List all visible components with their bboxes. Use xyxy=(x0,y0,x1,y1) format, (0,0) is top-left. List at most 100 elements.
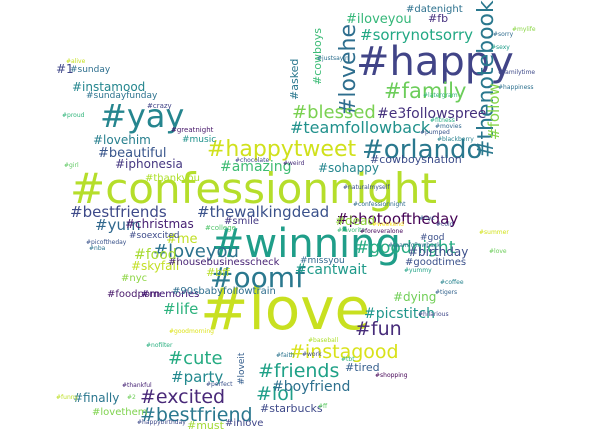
hashtag-word: #nofilter xyxy=(146,342,173,349)
hashtag-word: #fb xyxy=(428,12,449,25)
hashtag-word: #oomf xyxy=(210,261,305,294)
hashtag-word: #love xyxy=(200,275,371,343)
hashtag-word: #photooftheday xyxy=(336,210,459,228)
hashtag-word: #funny xyxy=(56,394,79,401)
hashtag-word: #tbt xyxy=(341,356,355,363)
hashtag-word: #soexcited xyxy=(129,231,180,241)
hashtag-word: #confessionnight xyxy=(70,164,438,213)
hashtag-word: #work xyxy=(302,351,322,358)
hashtag-word: #weekend xyxy=(372,221,404,228)
hashtag-word: #greatnight xyxy=(171,126,214,134)
hashtag-word: #party xyxy=(171,368,224,386)
hashtag-word-vertical: #follow xyxy=(485,83,503,140)
hashtag-word: #beautiful xyxy=(98,146,167,161)
hashtag-word: #me xyxy=(166,232,198,247)
hashtag-word: #favorite xyxy=(337,227,366,234)
hashtag-word: #dead xyxy=(335,214,376,228)
hashtag-word: #birthday xyxy=(408,245,469,259)
hashtag-word: #cowboysnation xyxy=(370,153,462,166)
hashtag-word: #naturalmyself xyxy=(343,184,390,191)
hashtag-word: #picstitch xyxy=(364,306,435,322)
hashtag-word: #housebusinesscheck xyxy=(168,257,280,268)
hashtag-word: #happytweet xyxy=(207,137,357,162)
hashtag-word: #yay xyxy=(100,97,185,135)
hashtag-word: #lol xyxy=(256,383,295,405)
hashtag-word: #thewalkingdead xyxy=(197,203,330,221)
hashtag-word: #dying xyxy=(393,290,437,304)
hashtag-word: #christmas xyxy=(125,217,194,231)
hashtag-word: #boyfriend xyxy=(272,379,351,395)
hashtag-word: #excited xyxy=(140,386,226,408)
hashtag-word: #family xyxy=(384,79,467,103)
hashtag-word: #sexy xyxy=(491,44,510,51)
hashtag-word: #shopping xyxy=(375,372,408,379)
hashtag-word: #ff xyxy=(318,403,328,410)
hashtag-word: #2 xyxy=(127,394,136,401)
hashtag-word: #confessionnight xyxy=(353,201,406,208)
hashtag-word: #iphonesia xyxy=(115,157,183,171)
hashtag-word: #perfect xyxy=(206,381,233,388)
hashtag-word: #instamood xyxy=(72,80,146,94)
hashtag-word: #nyc xyxy=(419,215,435,222)
hashtag-word: #loveyou xyxy=(153,241,239,262)
hashtag-word: #sundayfunday xyxy=(86,91,158,101)
hashtag-word: #nyc xyxy=(121,273,148,284)
hashtag-word: #foodporn xyxy=(107,289,161,300)
hashtag-word: #instagood xyxy=(289,341,399,363)
hashtag-word: #chocolate xyxy=(235,157,270,164)
hashtag-word: #bestfriends xyxy=(70,203,167,221)
hashtag-word: #goodmorning xyxy=(169,328,214,335)
hashtag-word: #finally xyxy=(73,391,120,405)
hashtag-word: #alive xyxy=(66,58,86,65)
hashtag-word: #smile xyxy=(224,216,260,227)
hashtag-word: #pumped xyxy=(420,129,450,136)
hashtag-word: #summer xyxy=(479,229,509,236)
hashtag-word: #winning xyxy=(211,221,401,267)
hashtag-word: #memories xyxy=(141,289,200,300)
hashtag-word: #yum xyxy=(95,216,141,234)
hashtag-word: #tigers xyxy=(435,289,458,296)
hashtag-word: #life xyxy=(163,300,199,318)
hashtag-word: #justsayin xyxy=(317,55,349,62)
hashtag-word: #god xyxy=(420,233,445,243)
hashtag-word: #1 xyxy=(56,62,74,76)
hashtag-word: #goodnight xyxy=(355,238,456,258)
hashtag-word: #yummy xyxy=(404,267,432,274)
hashtag-word: #picoftheday xyxy=(86,239,127,246)
hashtag-word: #teamfollowback xyxy=(290,118,431,137)
hashtag-word: #fitness xyxy=(430,117,455,124)
hashtag-word: #sohappy xyxy=(318,161,379,175)
hashtag-word: #iloveyou xyxy=(346,12,412,27)
hashtag-word: #90sbabyfollowtrain xyxy=(172,286,276,297)
hashtag-word: #blessed xyxy=(292,102,376,123)
hashtag-word: #college xyxy=(205,224,236,232)
hashtag-word: #amazing xyxy=(220,159,292,175)
hashtag-word: #starbucks xyxy=(260,402,323,415)
hashtag-word: #must xyxy=(187,419,224,432)
hashtag-word: #mylife xyxy=(512,26,536,33)
hashtag-word: #sorry xyxy=(493,31,514,38)
hashtag-word: #latergram xyxy=(423,92,458,99)
hashtag-word: #cute xyxy=(168,348,223,369)
hashtag-word: #datenight xyxy=(406,4,463,15)
hashtag-word: #crazy xyxy=(147,102,172,110)
hashtag-word: #bestfriend xyxy=(140,404,253,426)
hashtag-word: #coffee xyxy=(440,279,464,286)
hashtag-word: #cold xyxy=(436,221,454,228)
hashtag-word: #lovethem xyxy=(92,407,148,418)
hashtag-word: #skyfall xyxy=(131,259,180,273)
hashtag-word: #bff xyxy=(206,266,230,279)
hashtag-word: #hilarious xyxy=(418,311,449,318)
hashtag-word: #thankful xyxy=(122,382,152,389)
hashtag-word: #faith xyxy=(276,352,295,359)
hashtag-word: #music xyxy=(182,135,217,145)
hashtag-word: #sunday xyxy=(70,65,111,75)
hashtag-word: #orlando xyxy=(362,135,483,165)
hashtag-word: #tired xyxy=(345,361,380,374)
hashtag-word: #lovehim xyxy=(93,133,151,147)
hashtag-word: #love xyxy=(489,248,507,255)
hashtag-word: #missyou xyxy=(300,256,345,266)
hashtag-word: #sorrynotsorry xyxy=(360,26,474,44)
hashtag-word: #fun xyxy=(355,318,402,340)
